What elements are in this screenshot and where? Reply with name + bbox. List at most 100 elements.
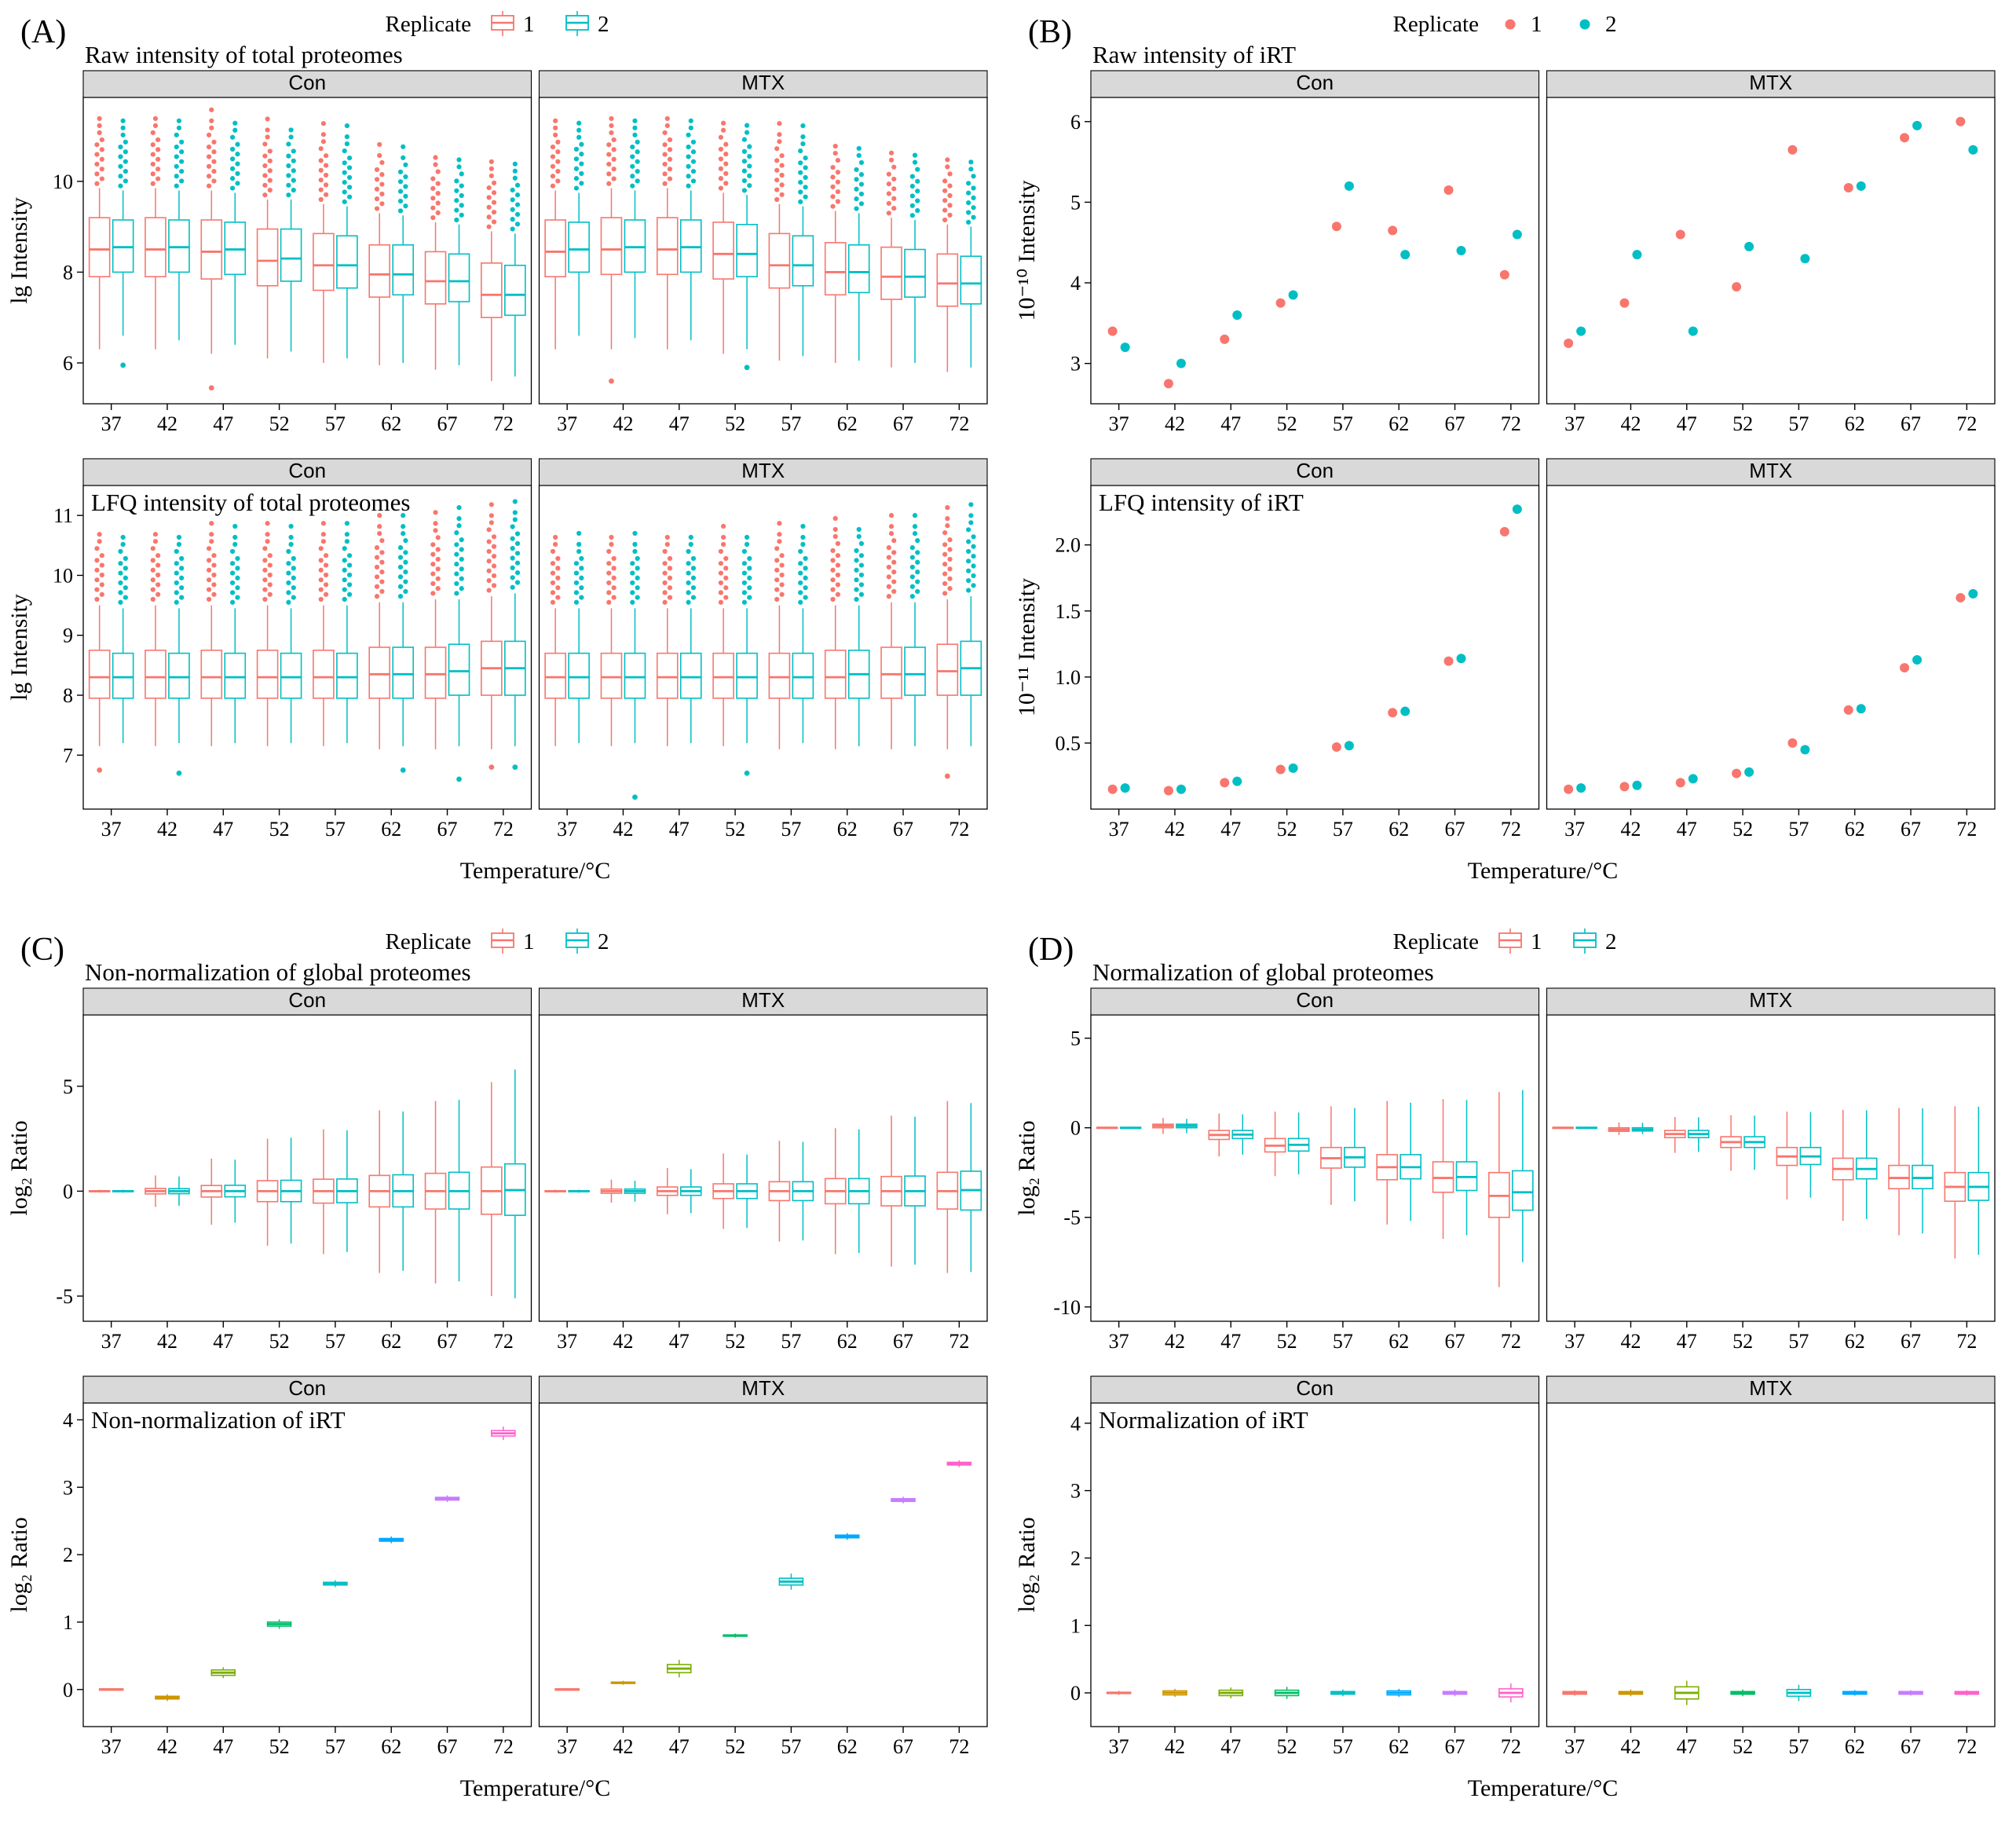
outlier-dot <box>123 139 128 145</box>
outlier-dot <box>235 170 240 177</box>
y-axis-label: 10⁻¹¹ Intensity <box>1014 578 1040 716</box>
outlier-dot <box>947 212 953 218</box>
outlier-dot <box>235 585 240 591</box>
outlier-dot <box>155 572 161 578</box>
outlier-dot <box>635 575 640 581</box>
outlier-dot <box>779 572 785 578</box>
panel-a-svg: (A) Replicate 1 2 lg Intensity 6 8 10 Con 37 42 47 5… <box>6 11 988 884</box>
x-tick-label: 62 <box>1389 818 1409 841</box>
outlier-dot <box>320 539 327 544</box>
point-rep2 <box>1968 145 1978 155</box>
point-rep2 <box>1744 241 1754 251</box>
outlier-dot <box>324 592 329 597</box>
outlier-dot <box>947 586 953 592</box>
y-tick-label: -5 <box>56 1285 73 1308</box>
outlier-dot <box>779 163 785 168</box>
x-tick-label: 57 <box>1333 1330 1353 1353</box>
y-tick-label: 8 <box>63 684 73 707</box>
outlier-dot <box>262 596 268 603</box>
x-tick-label: 62 <box>1845 412 1865 435</box>
outlier-dot <box>832 533 838 540</box>
outlier-dot <box>774 567 780 573</box>
outlier-dot <box>286 580 291 586</box>
outlier-dot <box>798 189 803 195</box>
chart-title: Non-normalization of global proteomes <box>85 958 471 986</box>
outlier-dot <box>912 524 918 529</box>
outlier-dot <box>174 599 179 605</box>
outlier-dot <box>374 206 380 211</box>
outlier-dot <box>174 132 179 137</box>
outlier-dot <box>155 592 161 597</box>
facet-strip <box>1546 70 1996 98</box>
outlier-dot <box>606 171 612 177</box>
outlier-dot <box>606 570 612 576</box>
outlier-dot <box>803 575 808 581</box>
box <box>712 222 734 280</box>
outlier-dot <box>720 523 726 529</box>
outlier-dot <box>397 169 404 174</box>
outlier-dot <box>491 563 497 569</box>
outlier-dot <box>377 152 382 159</box>
x-tick-label: 72 <box>1956 1330 1977 1353</box>
point-rep2 <box>1968 588 1978 599</box>
outlier-dot <box>777 132 782 137</box>
outlier-dot <box>379 559 385 565</box>
outlier-dot <box>403 193 408 199</box>
outlier-dot <box>456 516 462 522</box>
outlier-dot <box>555 149 561 155</box>
facet-strip-label: MTX <box>1749 988 1792 1012</box>
point-rep1 <box>1956 116 1966 126</box>
facet-strip <box>82 70 532 98</box>
outlier-dot <box>174 580 179 586</box>
outlier-dot <box>211 139 217 145</box>
outlier-dot <box>777 521 782 526</box>
x-tick-label: 67 <box>1901 1735 1921 1758</box>
y-tick-label: -10 <box>1053 1296 1081 1319</box>
x-tick-label: 37 <box>101 412 122 435</box>
x-tick-label: 52 <box>1732 1330 1753 1353</box>
outlier-dot <box>777 539 782 544</box>
outlier-dot <box>324 572 329 578</box>
outlier-dot <box>435 191 441 196</box>
outlier-dot <box>374 545 380 551</box>
x-tick-label: 47 <box>213 818 233 841</box>
outlier-dot <box>798 548 803 555</box>
outlier-dot <box>779 192 785 197</box>
outlier-dot <box>779 562 785 568</box>
outlier-dot <box>971 185 976 191</box>
outlier-dot <box>966 527 971 533</box>
outlier-dot <box>690 159 697 164</box>
outlier-dot <box>262 141 268 147</box>
outlier-dot <box>347 194 353 200</box>
facet-strip-label: MTX <box>1749 1376 1792 1400</box>
outlier-dot <box>662 580 668 586</box>
x-tick-label: 42 <box>1165 1735 1185 1758</box>
outlier-dot <box>555 566 561 571</box>
legend-item-label: 2 <box>598 929 609 954</box>
outlier-dot <box>510 226 515 232</box>
x-tick-label: 47 <box>213 412 233 435</box>
box <box>792 235 814 287</box>
outlier-dot <box>632 541 638 548</box>
y-axis-label: 10⁻¹⁰ Intensity <box>1014 180 1040 320</box>
point-rep1 <box>1220 334 1230 344</box>
outlier-dot <box>94 596 100 603</box>
x-tick-label: 37 <box>101 1330 122 1353</box>
panel-label: (A) <box>20 14 66 50</box>
facet-strip <box>82 1375 532 1404</box>
x-tick-label: 52 <box>1277 1735 1297 1758</box>
outlier-dot <box>579 566 584 571</box>
outlier-dot <box>576 530 582 537</box>
outlier-dot <box>854 167 859 173</box>
y-tick-label: 3 <box>63 1476 73 1499</box>
outlier-dot <box>573 561 580 566</box>
facet-strip <box>538 458 988 486</box>
x-tick-label: 42 <box>1620 1330 1641 1353</box>
outlier-dot <box>971 583 976 588</box>
outlier-dot <box>342 189 347 195</box>
box <box>88 650 111 699</box>
point-rep1 <box>1787 145 1798 155</box>
x-tick-label: 72 <box>1501 1735 1521 1758</box>
outlier-dot <box>555 159 561 164</box>
